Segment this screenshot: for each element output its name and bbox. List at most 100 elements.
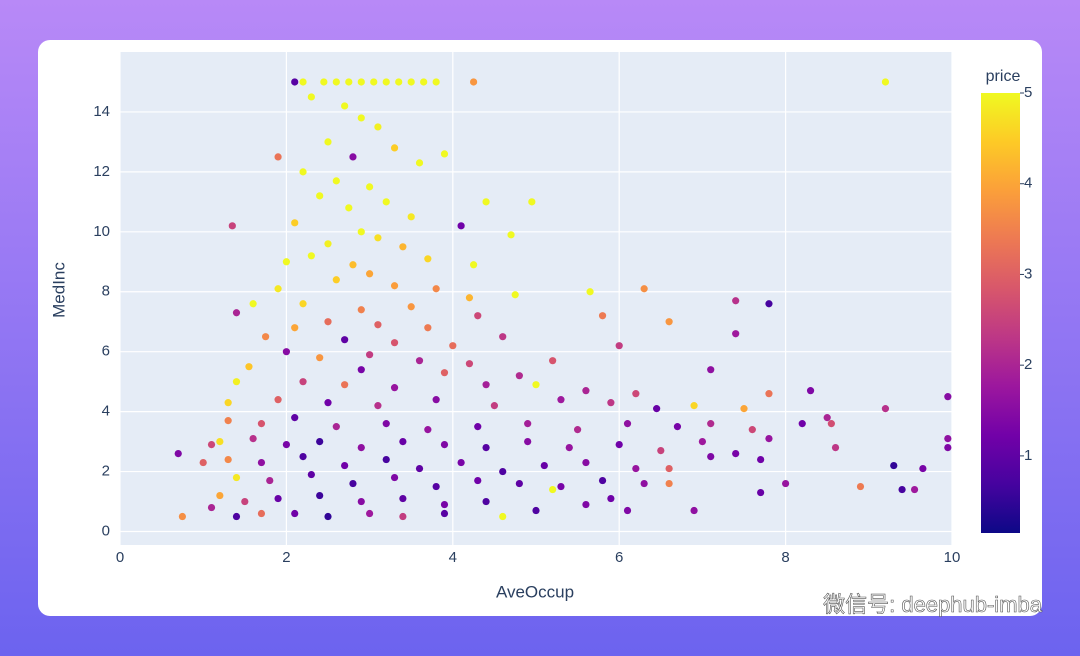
y-tick-label: 4 (102, 403, 110, 420)
point (507, 231, 515, 239)
point (174, 449, 182, 458)
point (341, 461, 349, 470)
point (490, 402, 498, 410)
point (732, 297, 740, 305)
point (540, 461, 548, 470)
point (465, 360, 474, 368)
point (390, 473, 399, 482)
point (827, 420, 835, 428)
point (382, 420, 390, 428)
point (241, 497, 249, 506)
point (366, 183, 374, 191)
point (390, 282, 399, 290)
point (395, 78, 403, 86)
point (299, 300, 307, 308)
point (390, 384, 399, 392)
point (524, 438, 532, 446)
point (640, 285, 648, 293)
point (515, 372, 523, 380)
point (632, 390, 640, 398)
point (282, 441, 290, 449)
point (632, 464, 640, 473)
point (374, 234, 382, 242)
point (345, 204, 353, 212)
point (349, 153, 357, 161)
point (316, 354, 324, 362)
point (357, 497, 365, 506)
point (482, 443, 490, 452)
colorbar-tick-label: 5 (1024, 84, 1032, 101)
point (890, 461, 898, 470)
point (357, 443, 365, 452)
point (748, 426, 756, 434)
point (582, 387, 590, 395)
point (324, 318, 332, 326)
point (307, 93, 315, 101)
point (366, 509, 374, 518)
colorbar-tick-label: 4 (1024, 175, 1032, 192)
point (299, 452, 307, 461)
point (657, 446, 665, 455)
point (399, 438, 407, 446)
point (332, 78, 340, 86)
y-tick-label: 8 (102, 283, 110, 300)
point (665, 479, 673, 488)
point (249, 435, 257, 443)
point (332, 276, 340, 284)
point (482, 381, 490, 389)
point (831, 443, 840, 452)
point (332, 177, 340, 185)
point (823, 414, 831, 422)
point (515, 479, 523, 488)
point (332, 423, 340, 431)
point (324, 399, 332, 407)
point (291, 78, 299, 86)
point (407, 213, 415, 221)
point (440, 509, 449, 518)
point (432, 78, 440, 86)
point (382, 198, 390, 206)
point (623, 506, 632, 515)
point (415, 464, 424, 473)
colorbar (981, 93, 1020, 533)
point (357, 306, 365, 314)
point (399, 243, 407, 251)
point (673, 423, 682, 431)
point (465, 294, 474, 302)
point (357, 366, 365, 374)
point (224, 455, 232, 464)
point (316, 192, 324, 200)
point (307, 252, 315, 260)
point (482, 198, 490, 206)
point (449, 342, 457, 350)
point (910, 485, 919, 494)
colorbar-tick-label: 2 (1024, 356, 1032, 373)
point (424, 324, 432, 332)
point (291, 324, 299, 332)
point (474, 476, 482, 485)
point (228, 222, 236, 230)
point (765, 300, 773, 308)
point (653, 405, 661, 413)
point (740, 405, 748, 413)
point (390, 339, 399, 347)
point (474, 312, 482, 320)
point (707, 366, 715, 374)
point (440, 441, 449, 449)
point (511, 291, 519, 299)
point (690, 402, 698, 410)
point (257, 509, 266, 518)
point (474, 423, 482, 431)
point (470, 78, 478, 86)
point (944, 435, 952, 443)
point (615, 441, 623, 449)
point (341, 381, 349, 389)
point (582, 500, 590, 509)
point (440, 369, 449, 377)
point (374, 123, 382, 131)
point (798, 420, 806, 428)
colorbar-tick-label: 3 (1024, 265, 1032, 282)
point (399, 494, 407, 503)
point (316, 438, 324, 446)
